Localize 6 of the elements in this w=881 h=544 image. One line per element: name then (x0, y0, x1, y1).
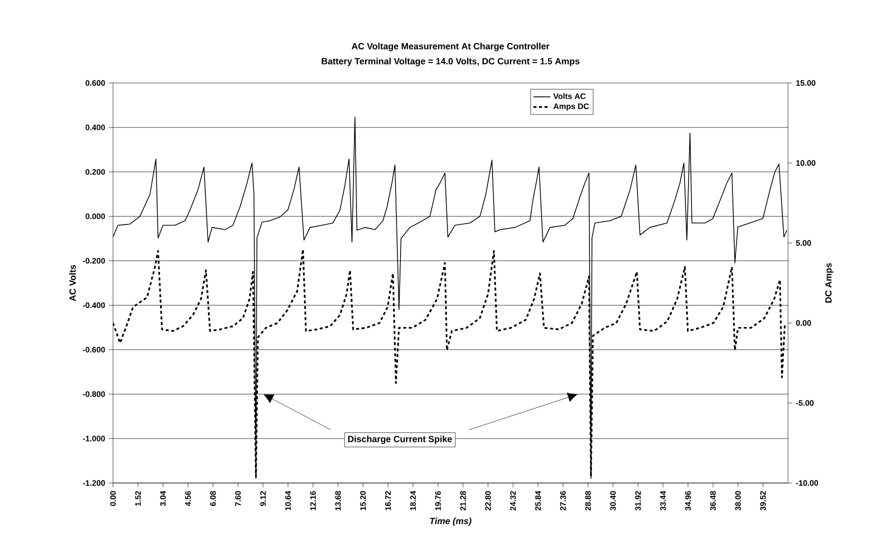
chart-subtitle: Battery Terminal Voltage = 14.0 Volts, DC Current = 1.5 Amps (322, 58, 580, 66)
annotation: Discharge Current Spike (348, 436, 452, 444)
x-axis-title: Time (ms) (430, 518, 472, 526)
y-axis-title: AC Volts (69, 265, 76, 302)
chart-title: AC Voltage Measurement At Charge Controller (352, 42, 550, 52)
y2-axis-title: DC Amps (825, 263, 834, 303)
